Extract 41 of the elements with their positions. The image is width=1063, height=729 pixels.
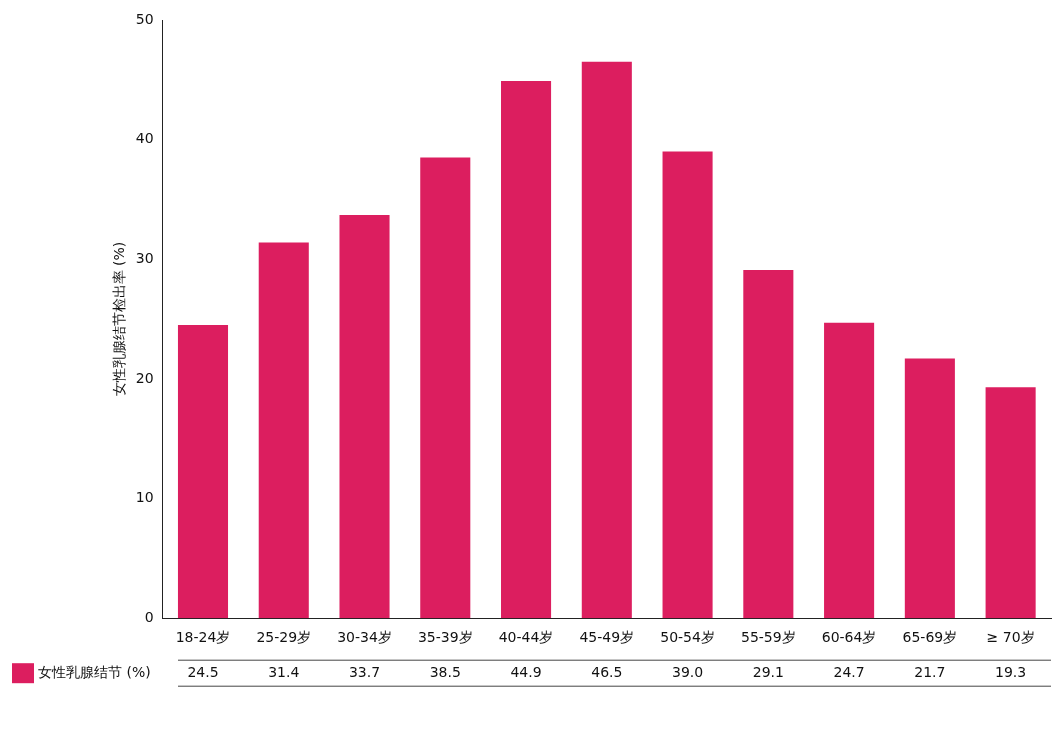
x-tick-label: 45-49岁 [579, 629, 635, 646]
x-tick-label: ≥ 70岁 [986, 629, 1035, 646]
x-tick-label: 18-24岁 [175, 629, 231, 646]
data-label: 38.5 [429, 663, 461, 680]
bar [420, 157, 471, 619]
data-label: 44.9 [510, 663, 542, 680]
data-label: 24.5 [187, 663, 219, 680]
y-tick-label: 0 [144, 608, 154, 625]
data-label: 31.4 [268, 663, 300, 680]
y-axis-title: 女性乳腺结节检出率 (%) [111, 241, 128, 397]
bar [501, 81, 552, 619]
y-tick-label: 40 [135, 130, 154, 147]
x-tick-label: 55-59岁 [740, 629, 796, 646]
y-tick-label: 30 [135, 249, 154, 266]
bar [743, 270, 794, 619]
x-tick-label: 65-69岁 [902, 629, 958, 646]
bar [904, 358, 955, 619]
data-label: 46.5 [591, 663, 623, 680]
x-tick-label: 25-29岁 [256, 629, 312, 646]
x-tick-label: 35-39岁 [417, 629, 473, 646]
data-label: 19.3 [995, 663, 1027, 680]
data-label: 39.0 [671, 663, 704, 680]
y-tick-label: 50 [135, 10, 154, 27]
data-label: 21.7 [914, 663, 946, 680]
x-tick-label: 60-64岁 [821, 629, 877, 646]
x-tick-label: 50-54岁 [660, 629, 715, 646]
bar [985, 387, 1036, 619]
data-label: 33.7 [348, 663, 381, 680]
x-tick-label: 40-44岁 [498, 629, 554, 646]
bar [824, 322, 875, 619]
bar [177, 325, 229, 619]
bar [258, 242, 309, 619]
data-label: 29.1 [752, 663, 784, 680]
bar [662, 151, 713, 619]
legend-label: 女性乳腺结节 (%) [38, 663, 151, 680]
y-tick-label: 20 [135, 369, 154, 386]
bar [581, 61, 632, 619]
x-tick-label: 30-34岁 [337, 629, 392, 646]
bar [339, 215, 390, 619]
data-label: 24.7 [833, 663, 865, 680]
y-tick-label: 10 [135, 489, 154, 506]
